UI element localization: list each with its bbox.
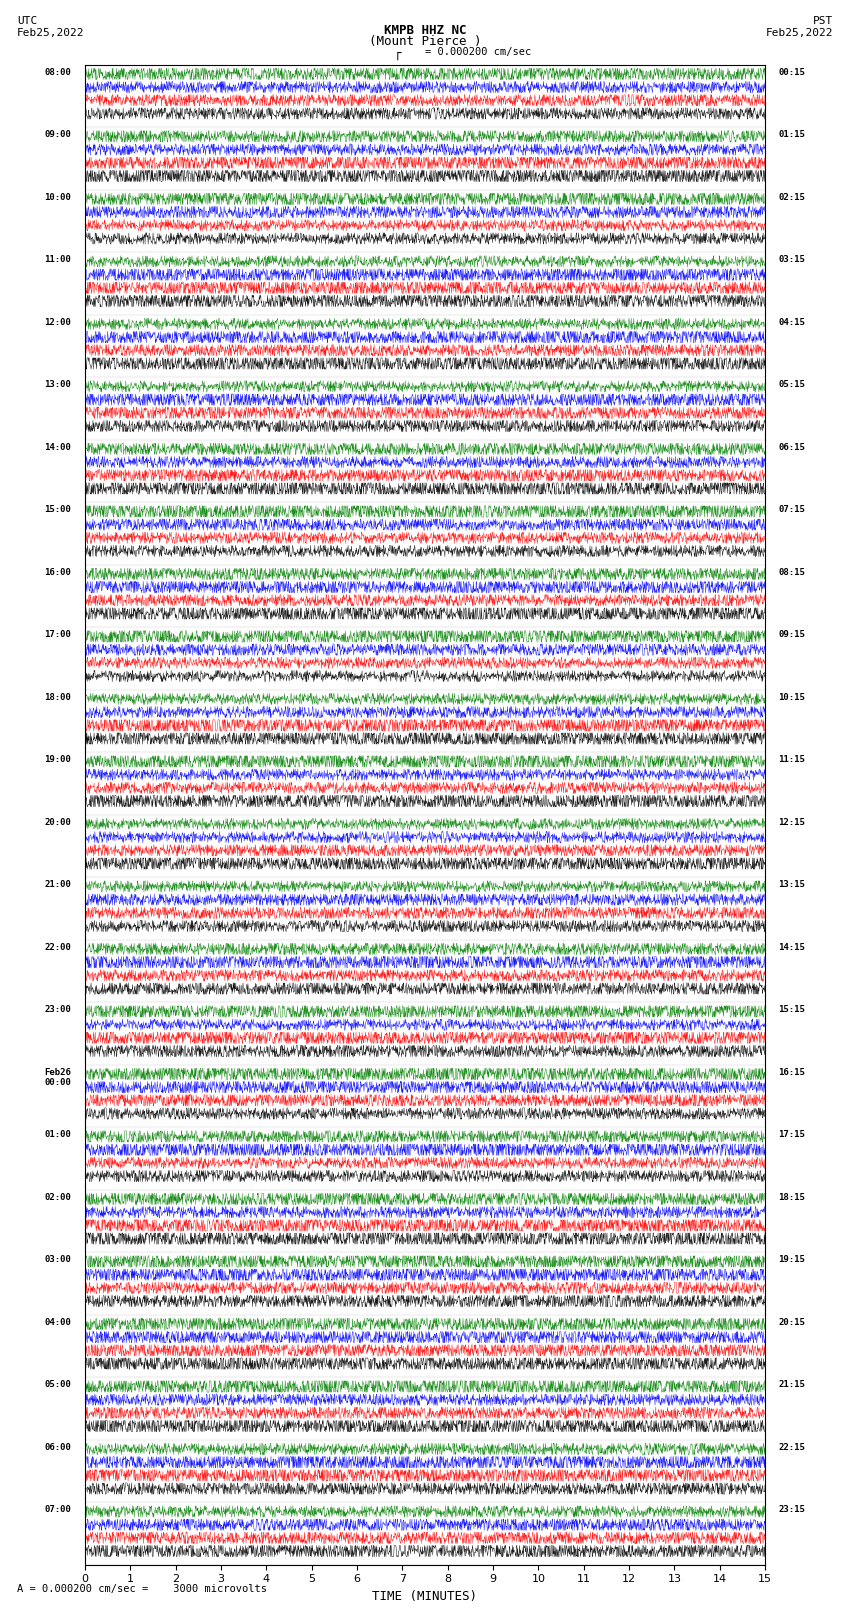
Text: 10:00: 10:00	[44, 192, 71, 202]
Text: 06:15: 06:15	[779, 442, 806, 452]
Text: A = 0.000200 cm/sec =    3000 microvolts: A = 0.000200 cm/sec = 3000 microvolts	[17, 1584, 267, 1594]
Text: 03:15: 03:15	[779, 255, 806, 265]
Text: 21:00: 21:00	[44, 881, 71, 889]
Text: 16:00: 16:00	[44, 568, 71, 577]
Text: 04:00: 04:00	[44, 1318, 71, 1327]
Text: 17:15: 17:15	[779, 1131, 806, 1139]
Text: 08:00: 08:00	[44, 68, 71, 77]
Text: 02:15: 02:15	[779, 192, 806, 202]
Text: 03:00: 03:00	[44, 1255, 71, 1265]
Text: 14:15: 14:15	[779, 942, 806, 952]
Text: 07:15: 07:15	[779, 505, 806, 515]
Text: 21:15: 21:15	[779, 1381, 806, 1389]
Text: 15:00: 15:00	[44, 505, 71, 515]
Text: (Mount Pierce ): (Mount Pierce )	[369, 35, 481, 48]
Text: 16:15: 16:15	[779, 1068, 806, 1077]
Text: 09:15: 09:15	[779, 631, 806, 639]
Text: 17:00: 17:00	[44, 631, 71, 639]
Text: 23:00: 23:00	[44, 1005, 71, 1015]
Text: 12:15: 12:15	[779, 818, 806, 827]
Text: KMPB HHZ NC: KMPB HHZ NC	[383, 24, 467, 37]
Text: 20:15: 20:15	[779, 1318, 806, 1327]
Text: 13:00: 13:00	[44, 381, 71, 389]
Text: 05:00: 05:00	[44, 1381, 71, 1389]
Text: 01:15: 01:15	[779, 131, 806, 139]
Text: = 0.000200 cm/sec: = 0.000200 cm/sec	[425, 47, 531, 56]
Text: 19:00: 19:00	[44, 755, 71, 765]
Text: 08:15: 08:15	[779, 568, 806, 577]
Text: 06:00: 06:00	[44, 1442, 71, 1452]
Text: 04:15: 04:15	[779, 318, 806, 327]
Text: 14:00: 14:00	[44, 442, 71, 452]
Text: 01:00: 01:00	[44, 1131, 71, 1139]
Text: 19:15: 19:15	[779, 1255, 806, 1265]
Text: 02:00: 02:00	[44, 1192, 71, 1202]
Text: 05:15: 05:15	[779, 381, 806, 389]
Text: 23:15: 23:15	[779, 1505, 806, 1515]
Text: 09:00: 09:00	[44, 131, 71, 139]
Text: PST
Feb25,2022: PST Feb25,2022	[766, 16, 833, 37]
Text: UTC
Feb25,2022: UTC Feb25,2022	[17, 16, 84, 37]
Text: 22:15: 22:15	[779, 1442, 806, 1452]
Text: 18:00: 18:00	[44, 692, 71, 702]
Text: 22:00: 22:00	[44, 942, 71, 952]
Text: 13:15: 13:15	[779, 881, 806, 889]
Text: 11:15: 11:15	[779, 755, 806, 765]
Text: 15:15: 15:15	[779, 1005, 806, 1015]
Text: 10:15: 10:15	[779, 692, 806, 702]
Text: ┌: ┌	[394, 47, 401, 60]
Text: 07:00: 07:00	[44, 1505, 71, 1515]
X-axis label: TIME (MINUTES): TIME (MINUTES)	[372, 1590, 478, 1603]
Text: 12:00: 12:00	[44, 318, 71, 327]
Text: 18:15: 18:15	[779, 1192, 806, 1202]
Text: 20:00: 20:00	[44, 818, 71, 827]
Text: 00:15: 00:15	[779, 68, 806, 77]
Text: Feb26
00:00: Feb26 00:00	[44, 1068, 71, 1087]
Text: 11:00: 11:00	[44, 255, 71, 265]
